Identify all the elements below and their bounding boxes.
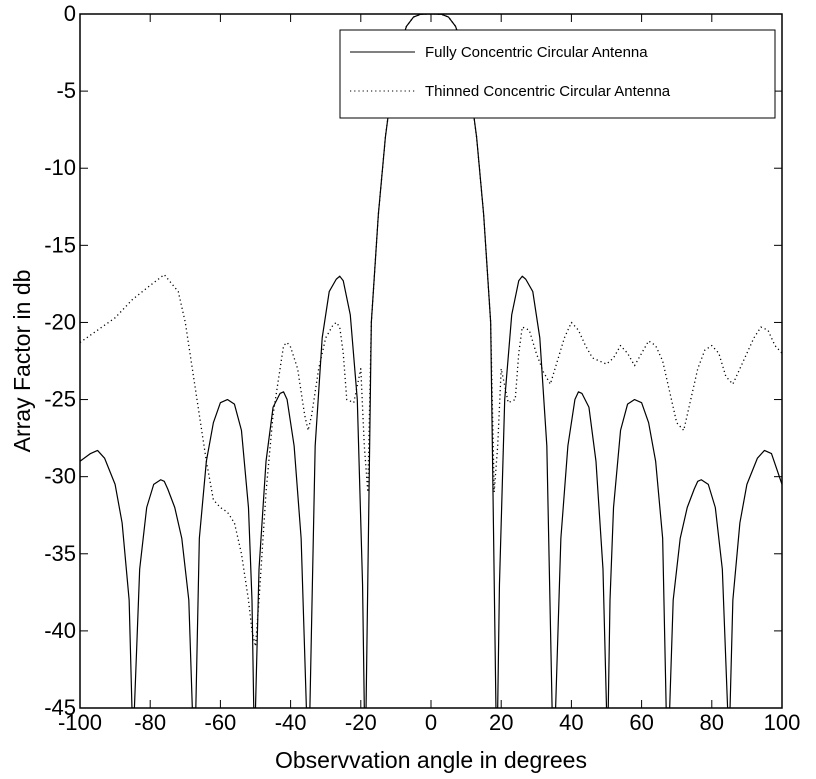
x-tick-label: -80 bbox=[134, 710, 166, 735]
x-tick-label: -20 bbox=[345, 710, 377, 735]
y-axis-label: Array Factor in db bbox=[9, 270, 35, 453]
x-tick-label: 40 bbox=[559, 710, 583, 735]
x-tick-label: -60 bbox=[205, 710, 237, 735]
y-tick-label: -45 bbox=[44, 695, 76, 720]
series-line-fully-concentric bbox=[80, 14, 782, 708]
series-line-thinned-concentric bbox=[80, 14, 782, 647]
x-axis-label: Observvation angle in degrees bbox=[275, 747, 587, 773]
plot-area bbox=[79, 13, 783, 709]
y-tick-label: -40 bbox=[44, 618, 76, 643]
y-tick-label: -30 bbox=[44, 464, 76, 489]
y-tick-label: 0 bbox=[64, 1, 76, 26]
legend-label-thinned-concentric: Thinned Concentric Circular Antenna bbox=[425, 83, 671, 100]
x-tick-label: 20 bbox=[489, 710, 513, 735]
legend-label-fully-concentric: Fully Concentric Circular Antenna bbox=[425, 44, 648, 61]
legend: Fully Concentric Circular Antenna Thinne… bbox=[339, 29, 776, 119]
x-tick-label: -40 bbox=[275, 710, 307, 735]
y-tick-label: -15 bbox=[44, 232, 76, 257]
x-tick-label: 80 bbox=[700, 710, 724, 735]
y-tick-label: -20 bbox=[44, 309, 76, 334]
y-tick-labels: 0 -5 -10 -15 -20 -25 -30 -35 -40 -45 bbox=[44, 1, 76, 720]
y-tick-label: -25 bbox=[44, 387, 76, 412]
legend-box bbox=[339, 29, 776, 119]
x-tick-label: 0 bbox=[425, 710, 437, 735]
x-tick-labels: -100 -80 -60 -40 -20 0 20 40 60 80 100 bbox=[58, 710, 800, 735]
series-layer bbox=[80, 14, 782, 708]
x-tick-label: 60 bbox=[629, 710, 653, 735]
x-tick-label: -100 bbox=[58, 710, 102, 735]
y-tick-label: -5 bbox=[56, 78, 76, 103]
tick-marks bbox=[79, 13, 783, 709]
x-tick-label: 100 bbox=[764, 710, 801, 735]
y-tick-label: -10 bbox=[44, 155, 76, 180]
y-tick-label: -35 bbox=[44, 541, 76, 566]
